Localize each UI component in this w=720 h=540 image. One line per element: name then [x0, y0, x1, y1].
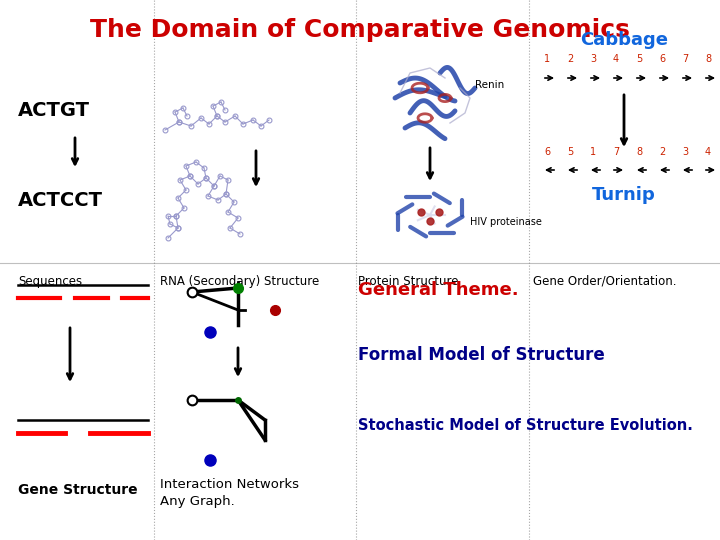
Text: Gene Structure: Gene Structure [18, 483, 138, 497]
Text: 5: 5 [636, 54, 642, 64]
Text: Renin: Renin [475, 80, 504, 90]
Text: 8: 8 [705, 54, 711, 64]
Text: 7: 7 [613, 147, 619, 157]
Text: RNA (Secondary) Structure: RNA (Secondary) Structure [160, 275, 319, 288]
Text: 1: 1 [544, 54, 550, 64]
Text: 3: 3 [590, 54, 596, 64]
Text: Interaction Networks: Interaction Networks [160, 478, 299, 491]
Text: 2: 2 [659, 147, 665, 157]
Text: Formal Model of Structure: Formal Model of Structure [358, 346, 605, 364]
Text: Cabbage: Cabbage [580, 31, 668, 49]
Text: 7: 7 [682, 54, 688, 64]
Text: 6: 6 [544, 147, 550, 157]
Text: Stochastic Model of Structure Evolution.: Stochastic Model of Structure Evolution. [358, 417, 693, 433]
Text: 5: 5 [567, 147, 573, 157]
Text: Protein Structure: Protein Structure [358, 275, 459, 288]
Text: HIV proteinase: HIV proteinase [470, 217, 542, 227]
Text: ACTCCT: ACTCCT [18, 191, 103, 210]
Text: Gene Order/Orientation.: Gene Order/Orientation. [533, 275, 677, 288]
Text: Turnip: Turnip [592, 186, 656, 204]
Text: 2: 2 [567, 54, 573, 64]
Text: 3: 3 [682, 147, 688, 157]
Text: 8: 8 [636, 147, 642, 157]
Text: Sequences: Sequences [18, 275, 82, 288]
Text: General Theme.: General Theme. [358, 281, 518, 299]
Text: The Domain of Comparative Genomics: The Domain of Comparative Genomics [90, 18, 630, 42]
Text: 4: 4 [705, 147, 711, 157]
Text: 6: 6 [659, 54, 665, 64]
Text: ACTGT: ACTGT [18, 100, 90, 119]
Text: Any Graph.: Any Graph. [160, 496, 235, 509]
Text: 1: 1 [590, 147, 596, 157]
Text: 4: 4 [613, 54, 619, 64]
